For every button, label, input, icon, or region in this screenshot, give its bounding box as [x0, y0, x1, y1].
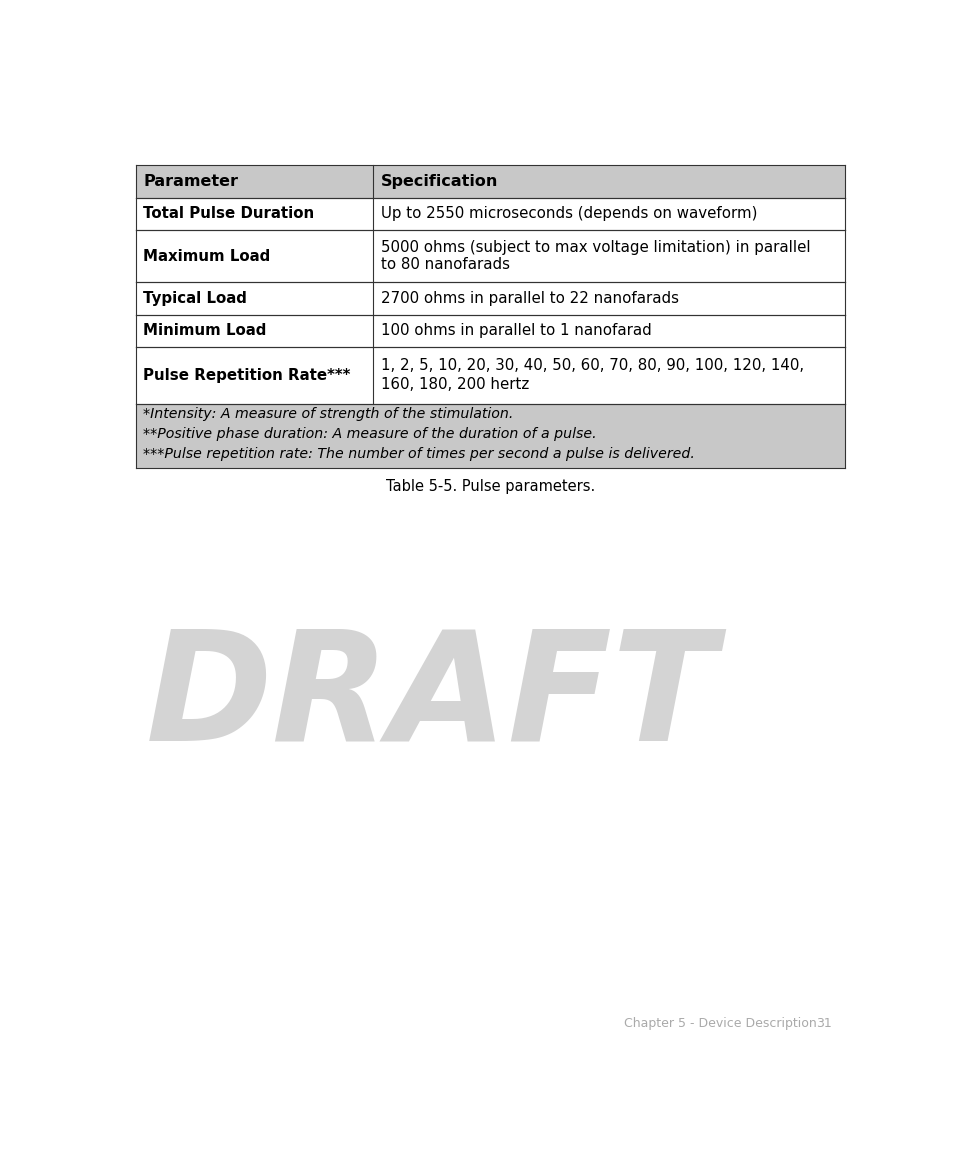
- Text: 2700 ohms in parallel to 22 nanofarads: 2700 ohms in parallel to 22 nanofarads: [381, 291, 679, 306]
- Text: Chapter 5 - Device Description: Chapter 5 - Device Description: [624, 1017, 816, 1030]
- Text: Specification: Specification: [381, 174, 499, 189]
- Text: **Positive phase duration: A measure of the duration of a pulse.: **Positive phase duration: A measure of …: [144, 427, 597, 442]
- Text: Total Pulse Duration: Total Pulse Duration: [144, 207, 315, 222]
- Text: *Intensity: A measure of strength of the stimulation.: *Intensity: A measure of strength of the…: [144, 408, 514, 422]
- Text: Up to 2550 microseconds (depends on waveform): Up to 2550 microseconds (depends on wave…: [381, 207, 757, 222]
- Text: Typical Load: Typical Load: [144, 291, 247, 306]
- Text: DRAFT: DRAFT: [145, 624, 717, 772]
- Bar: [136, 404, 845, 468]
- Bar: [136, 314, 845, 347]
- Text: 5000 ohms (subject to max voltage limitation) in parallel: 5000 ohms (subject to max voltage limita…: [381, 239, 811, 255]
- Bar: [136, 347, 845, 404]
- Text: Minimum Load: Minimum Load: [144, 324, 267, 339]
- Bar: [136, 197, 845, 230]
- Text: 31: 31: [816, 1017, 832, 1030]
- Text: ***Pulse repetition rate: The number of times per second a pulse is delivered.: ***Pulse repetition rate: The number of …: [144, 446, 695, 460]
- Bar: [136, 166, 845, 197]
- Text: 160, 180, 200 hertz: 160, 180, 200 hertz: [381, 377, 529, 392]
- Text: Pulse Repetition Rate***: Pulse Repetition Rate***: [144, 368, 350, 383]
- Text: Maximum Load: Maximum Load: [144, 249, 271, 264]
- Bar: [136, 230, 845, 283]
- Text: Parameter: Parameter: [144, 174, 238, 189]
- Text: Table 5-5. Pulse parameters.: Table 5-5. Pulse parameters.: [386, 479, 595, 494]
- Bar: [136, 283, 845, 314]
- Text: 100 ohms in parallel to 1 nanofarad: 100 ohms in parallel to 1 nanofarad: [381, 324, 652, 339]
- Text: 1, 2, 5, 10, 20, 30, 40, 50, 60, 70, 80, 90, 100, 120, 140,: 1, 2, 5, 10, 20, 30, 40, 50, 60, 70, 80,…: [381, 359, 804, 374]
- Text: to 80 nanofarads: to 80 nanofarads: [381, 257, 510, 272]
